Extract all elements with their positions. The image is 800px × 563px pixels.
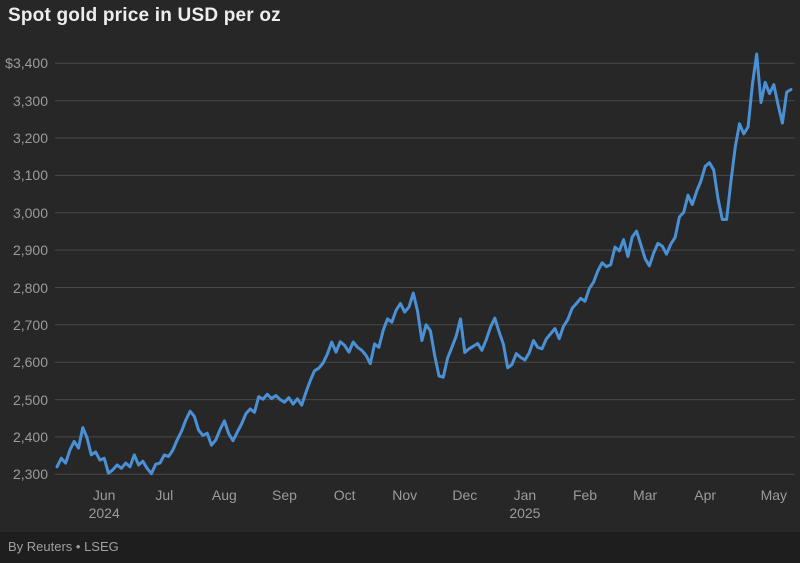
- x-axis-month-label: Mar: [633, 487, 658, 503]
- x-axis-month-label: Jul: [155, 487, 174, 503]
- x-axis-month-label: Sep: [272, 487, 297, 503]
- x-axis-year-label: 2025: [509, 505, 541, 521]
- y-axis-label: 3,100: [12, 167, 48, 184]
- y-axis-label: 3,000: [12, 204, 48, 221]
- y-axis-label: $3,400: [5, 55, 48, 72]
- x-axis-month-label: Jun: [92, 487, 116, 503]
- y-axis-label: 2,500: [12, 391, 48, 408]
- gold-price-line: [55, 52, 793, 476]
- y-axis-label: 2,900: [12, 242, 48, 259]
- x-axis-month-label: Dec: [452, 487, 478, 503]
- y-axis-label: 2,800: [12, 279, 48, 296]
- x-axis: Jun 2024 Jul Aug Sep Oct Nov Dec Jan 2025 Feb Mar Ap…: [55, 484, 795, 530]
- x-axis-month-label: May: [760, 487, 788, 503]
- chart-title: Spot gold price in USD per oz: [8, 5, 281, 26]
- line-chart-canvas: [55, 52, 795, 476]
- y-axis-label: 2,600: [12, 354, 48, 371]
- y-axis-label: 2,400: [12, 428, 48, 445]
- source-footer: By Reuters • LSEG: [0, 532, 800, 563]
- x-axis-year-label: 2024: [88, 505, 120, 521]
- y-axis-label: 2,700: [12, 316, 48, 333]
- x-axis-month-label: Oct: [333, 487, 356, 503]
- y-axis: $3,400 3,300 3,200 3,100 3,000 2,900 2,800 2,70…: [0, 40, 48, 485]
- source-credit: By Reuters • LSEG: [8, 539, 119, 554]
- x-axis-month-label: Feb: [572, 487, 598, 503]
- x-axis-month-label: Apr: [694, 487, 717, 503]
- y-axis-label: 3,300: [12, 92, 48, 109]
- x-axis-month-label: Aug: [211, 487, 237, 503]
- y-axis-label: 2,300: [12, 466, 48, 483]
- x-axis-month-label: Jan: [513, 487, 537, 503]
- y-axis-label: 3,200: [12, 130, 48, 146]
- x-axis-month-label: Nov: [392, 487, 418, 503]
